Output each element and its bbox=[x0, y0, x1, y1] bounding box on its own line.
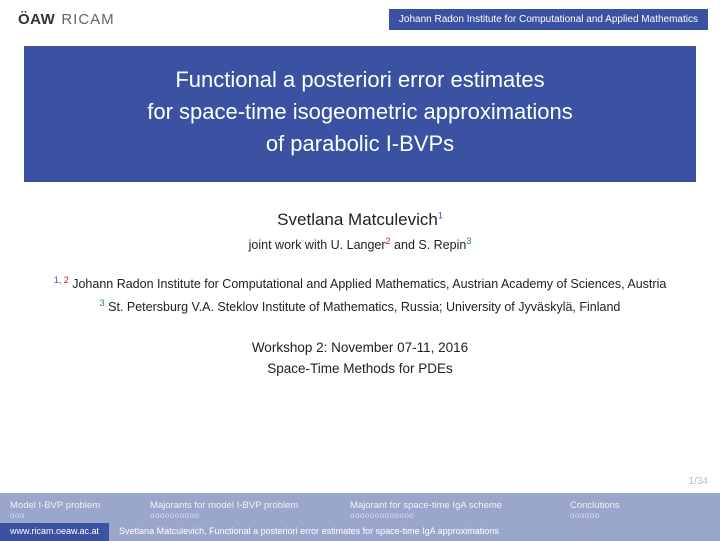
footer-url[interactable]: www.ricam.oeaw.ac.at bbox=[0, 523, 109, 541]
page-counter: 1/34 bbox=[689, 476, 708, 487]
nav-dots: oooooo bbox=[570, 512, 710, 520]
nav-label: Majorant for space-time IgA scheme bbox=[350, 500, 550, 511]
nav-item-majorant-iga[interactable]: Majorant for space-time IgA scheme ooooo… bbox=[340, 493, 560, 523]
nav-label: Majorants for model I-BVP problem bbox=[150, 500, 330, 511]
header-row: ÖAW RICAM Johann Radon Institute for Com… bbox=[0, 0, 720, 38]
logo: ÖAW RICAM bbox=[18, 11, 115, 28]
nav-label: Conclutions bbox=[570, 500, 710, 511]
logo-oaw-text: ÖAW bbox=[18, 11, 55, 28]
coauthor-2: S. Repin bbox=[418, 238, 466, 252]
footer-citation: Svetlana Matculevich, Functional a poste… bbox=[109, 523, 720, 541]
nav-label: Model I-BVP problem bbox=[10, 500, 130, 511]
joint-and: and bbox=[391, 238, 419, 252]
author-name: Svetlana Matculevich bbox=[277, 210, 438, 229]
nav-item-majorants-model[interactable]: Majorants for model I-BVP problem oooooo… bbox=[140, 493, 340, 523]
affiliation-3: 3 St. Petersburg V.A. Steklov Institute … bbox=[36, 297, 684, 316]
footer-row: www.ricam.oeaw.ac.at Svetlana Matculevic… bbox=[0, 523, 720, 541]
author-line: Svetlana Matculevich1 bbox=[36, 210, 684, 230]
affiliations: 1, 2 Johann Radon Institute for Computat… bbox=[36, 274, 684, 317]
slide-body: Svetlana Matculevich1 joint work with U.… bbox=[0, 210, 720, 379]
institute-banner: Johann Radon Institute for Computational… bbox=[389, 9, 708, 30]
workshop-info: Workshop 2: November 07-11, 2016 Space-T… bbox=[36, 338, 684, 379]
nav-dots: ooo bbox=[10, 512, 130, 520]
section-nav: Model I-BVP problem ooo Majorants for mo… bbox=[0, 493, 720, 523]
joint-prefix: joint work with bbox=[249, 238, 331, 252]
coauthor-1: U. Langer bbox=[331, 238, 386, 252]
author-sup: 1 bbox=[438, 210, 443, 220]
workshop-line-2: Space-Time Methods for PDEs bbox=[36, 359, 684, 379]
slide-title: Functional a posteriori error estimates … bbox=[24, 46, 696, 182]
nav-item-model[interactable]: Model I-BVP problem ooo bbox=[0, 493, 140, 523]
nav-dots: oooooooooo bbox=[150, 512, 330, 520]
affil-3-text: St. Petersburg V.A. Steklov Institute of… bbox=[105, 300, 621, 314]
affiliation-1-2: 1, 2 Johann Radon Institute for Computat… bbox=[36, 274, 684, 293]
nav-item-conclusions[interactable]: Conclutions oooooo bbox=[560, 493, 720, 523]
nav-dots: ooooooooooooo bbox=[350, 512, 550, 520]
logo-ricam-text: RICAM bbox=[61, 11, 114, 28]
affil-12-text: Johann Radon Institute for Computational… bbox=[69, 277, 667, 291]
affil-12-sup: 1, 2 bbox=[54, 275, 69, 285]
title-line-2: for space-time isogeometric approximatio… bbox=[44, 96, 676, 128]
workshop-line-1: Workshop 2: November 07-11, 2016 bbox=[36, 338, 684, 358]
joint-work-line: joint work with U. Langer2 and S. Repin3 bbox=[36, 236, 684, 252]
title-line-3: of parabolic I-BVPs bbox=[44, 128, 676, 160]
coauthor-2-sup: 3 bbox=[466, 236, 471, 246]
title-line-1: Functional a posteriori error estimates bbox=[44, 64, 676, 96]
